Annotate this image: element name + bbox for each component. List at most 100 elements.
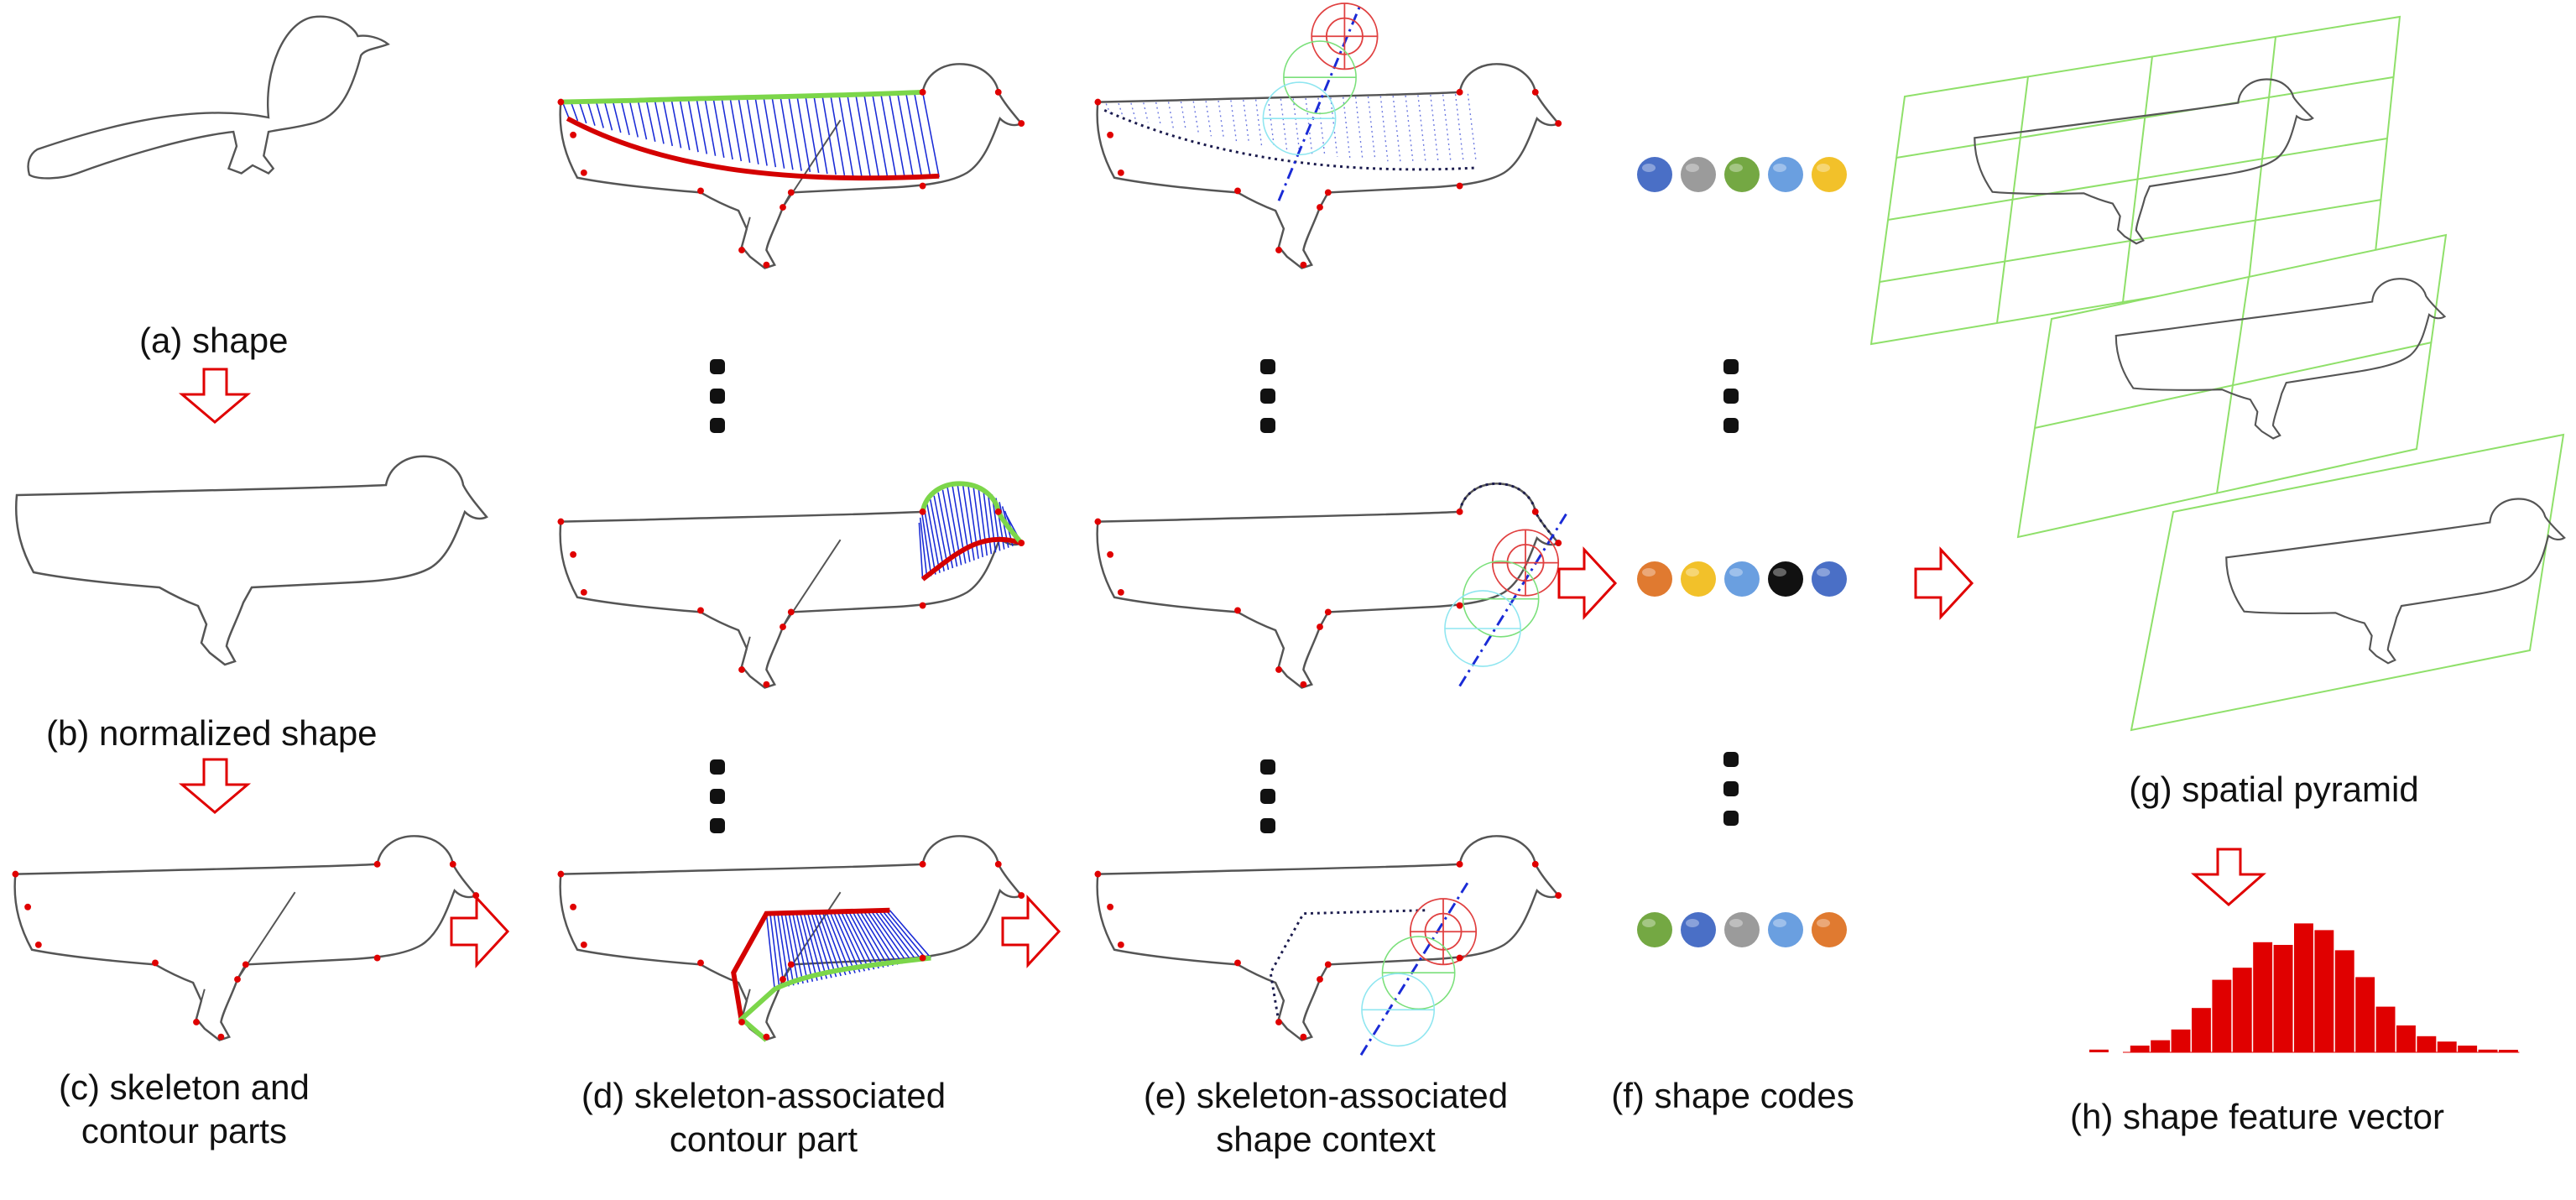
- code-highlight: [1686, 568, 1699, 577]
- association-line: [654, 99, 665, 144]
- association-line: [645, 99, 656, 142]
- association-line: [806, 912, 828, 979]
- spatial-pyramid: [1869, 15, 2576, 732]
- lightblue-code: [1768, 157, 1803, 192]
- association-line: [670, 98, 682, 149]
- association-line: [746, 97, 759, 164]
- association-line: [919, 517, 928, 578]
- association-line: [769, 913, 780, 989]
- association-line: [926, 503, 941, 573]
- association-line: [1180, 102, 1187, 132]
- blue-code: [1637, 157, 1672, 192]
- association-line: [1354, 97, 1364, 160]
- shape-context-bottom: [1094, 835, 1562, 1056]
- association-line: [881, 910, 922, 961]
- yellow-code: [1681, 561, 1716, 597]
- code-highlight: [1729, 919, 1743, 927]
- association-line: [863, 93, 880, 178]
- gray-code: [1681, 157, 1716, 192]
- histogram-bar: [2212, 979, 2232, 1052]
- pyramid-level-bottom: [2130, 433, 2565, 732]
- contour-part-bottom: [557, 835, 1025, 1042]
- code-highlight: [1729, 568, 1743, 577]
- ellipsis-f-top: [1723, 359, 1739, 433]
- association-line: [1167, 102, 1174, 128]
- association-line: [1405, 95, 1414, 163]
- association-line: [771, 96, 785, 169]
- black-code: [1768, 561, 1803, 597]
- label-d-line2: contour part: [669, 1119, 858, 1159]
- association-line: [662, 99, 674, 147]
- association-line: [905, 92, 923, 178]
- association-line: [763, 96, 777, 168]
- association-line: [844, 910, 875, 970]
- shape-context-top: [1094, 3, 1562, 269]
- green-code: [1637, 912, 1672, 947]
- association-line: [570, 102, 579, 122]
- arrow-down-g-h: [2191, 848, 2266, 906]
- association-line: [765, 913, 775, 989]
- association-line: [838, 94, 854, 176]
- association-line: [721, 97, 733, 160]
- association-line: [1280, 98, 1288, 150]
- association-line: [561, 102, 570, 119]
- association-line: [878, 910, 918, 962]
- histogram-bar: [2294, 923, 2313, 1052]
- association-line: [687, 98, 699, 153]
- association-line: [587, 101, 596, 126]
- association-line: [1430, 94, 1439, 164]
- association-line: [1343, 97, 1351, 159]
- histogram-bar: [2396, 1025, 2416, 1052]
- association-line: [780, 96, 794, 170]
- association-line: [973, 485, 983, 558]
- association-line: [1243, 100, 1250, 144]
- label-c-line1: (c) skeleton and: [59, 1067, 310, 1107]
- histogram-bar: [2232, 968, 2252, 1052]
- association-line: [1467, 93, 1477, 163]
- label-d-line1: (d) skeleton-associated: [581, 1076, 946, 1115]
- contour-part: [561, 89, 923, 105]
- association-line: [1442, 94, 1452, 164]
- histogram-bar: [2151, 1040, 2171, 1052]
- shape-codes: [1637, 157, 1847, 947]
- code-highlight: [1642, 568, 1656, 577]
- histogram-bar: [2171, 1029, 2191, 1052]
- association-line: [978, 487, 988, 556]
- association-line: [595, 101, 604, 128]
- association-line: [846, 94, 863, 177]
- code-highlight: [1773, 164, 1786, 172]
- histogram-bar: [2314, 930, 2334, 1052]
- association-line: [679, 98, 691, 150]
- association-line: [818, 911, 842, 977]
- lightblue-code: [1724, 561, 1760, 597]
- association-line: [921, 91, 940, 178]
- association-line: [920, 512, 932, 577]
- feature-histogram: [2089, 923, 2520, 1053]
- label-c-line2: contour parts: [81, 1111, 287, 1150]
- association-lines: [561, 91, 940, 178]
- association-line: [1379, 96, 1389, 162]
- association-line: [1367, 96, 1376, 161]
- label-f: (f) shape codes: [1611, 1076, 1854, 1115]
- association-line: [738, 97, 751, 164]
- code-highlight: [1817, 919, 1830, 927]
- label-e-line1: (e) skeleton-associated: [1143, 1076, 1509, 1115]
- association-line: [1218, 100, 1225, 139]
- association-line: [879, 93, 897, 178]
- association-line: [791, 912, 809, 983]
- association-line: [829, 911, 856, 973]
- association-line: [1130, 102, 1136, 120]
- association-line: [982, 488, 993, 555]
- label-e: (e) skeleton-associated shape context: [1116, 1074, 1536, 1161]
- lightblue-code: [1768, 912, 1803, 947]
- association-line: [788, 912, 804, 984]
- code-highlight: [1642, 919, 1656, 927]
- histogram-bar: [2375, 1006, 2396, 1052]
- label-h: (h) shape feature vector: [2070, 1097, 2444, 1136]
- association-line: [832, 911, 861, 973]
- association-line: [637, 99, 648, 140]
- histogram-bar: [2478, 1049, 2498, 1052]
- association-line: [873, 910, 913, 963]
- association-line: [967, 484, 979, 559]
- association-line: [784, 912, 800, 985]
